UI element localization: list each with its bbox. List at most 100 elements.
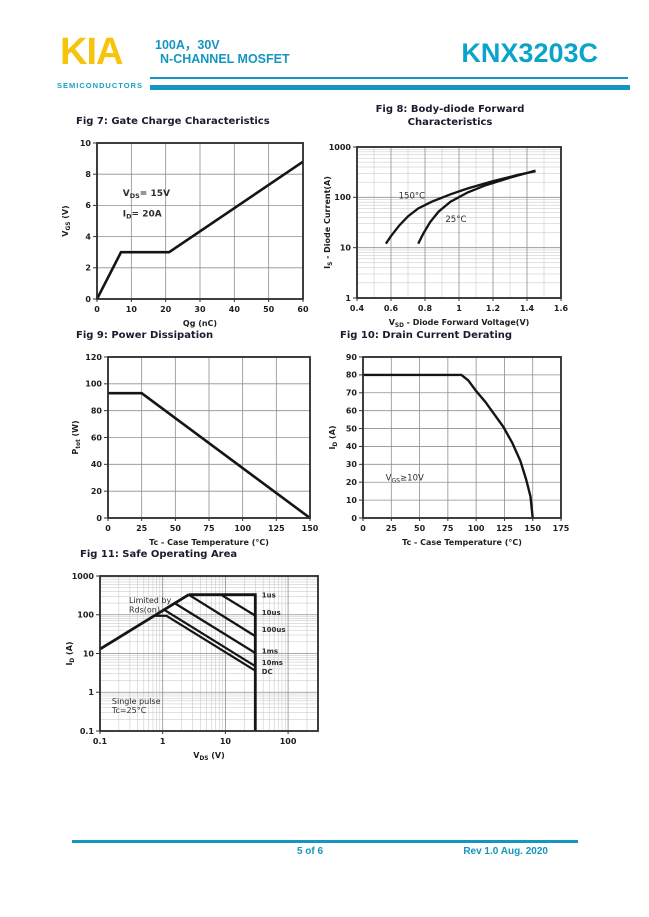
svg-text:50: 50 [263, 305, 275, 314]
svg-text:100: 100 [334, 193, 351, 202]
svg-text:Tc - Case Temperature (°C): Tc - Case Temperature (°C) [402, 538, 522, 547]
svg-text:Rds(on): Rds(on) [129, 605, 160, 614]
svg-text:30: 30 [194, 305, 206, 314]
svg-text:40: 40 [229, 305, 241, 314]
svg-text:0: 0 [85, 295, 91, 304]
svg-text:1.2: 1.2 [486, 304, 500, 313]
svg-text:100: 100 [234, 524, 251, 533]
svg-text:10: 10 [126, 305, 138, 314]
svg-text:20: 20 [160, 305, 172, 314]
svg-text:10: 10 [340, 243, 352, 252]
svg-text:VSD - Diode Forward Voltage(V): VSD - Diode Forward Voltage(V) [389, 318, 530, 329]
svg-text:50: 50 [170, 524, 182, 533]
svg-text:Tc - Case Temperature (°C): Tc - Case Temperature (°C) [149, 538, 269, 547]
svg-text:80: 80 [91, 406, 103, 415]
svg-text:25°C: 25°C [445, 215, 466, 225]
fig10-title: Fig 10: Drain Current Derating [340, 330, 513, 341]
svg-text:ID (A): ID (A) [328, 425, 339, 449]
svg-text:0: 0 [351, 514, 357, 523]
svg-text:10: 10 [346, 496, 358, 505]
svg-text:0: 0 [94, 305, 100, 314]
device-rating: 100A，30V [155, 38, 220, 52]
svg-text:40: 40 [91, 460, 103, 469]
svg-text:25: 25 [386, 524, 398, 533]
svg-text:90: 90 [346, 353, 358, 362]
fig10-chart: 0 25 50 75 100 125 150 175 0 10 20 30 40 50 60 70 80 90 Tc… [325, 346, 571, 563]
svg-text:100: 100 [85, 380, 102, 389]
fig7-chart: 0 10 20 30 40 50 60 0 2 4 6 8 10 Qg (nC) VGS (V) VDS= 1… [58, 132, 313, 342]
revision-label: Rev 1.0 Aug. 2020 [463, 846, 548, 857]
svg-text:Qg (nC): Qg (nC) [183, 319, 217, 328]
header-rule-thin [150, 77, 628, 79]
svg-text:60: 60 [297, 305, 309, 314]
svg-text:Single pulse: Single pulse [112, 697, 161, 706]
svg-text:1: 1 [345, 294, 351, 303]
svg-text:10ms: 10ms [262, 659, 283, 667]
fig11-title: Fig 11: Safe Operating Area [80, 549, 238, 560]
svg-text:DC: DC [262, 668, 273, 676]
kia-logo-subtext: SEMICONDUCTORS [57, 81, 143, 90]
svg-text:0.4: 0.4 [350, 304, 365, 313]
svg-text:ID (A): ID (A) [65, 641, 76, 665]
svg-text:1.4: 1.4 [520, 304, 535, 313]
svg-text:60: 60 [91, 433, 103, 442]
svg-text:100: 100 [77, 611, 94, 620]
svg-text:1000: 1000 [329, 143, 352, 152]
svg-text:VDS= 15V: VDS= 15V [123, 189, 170, 200]
svg-text:0: 0 [360, 524, 366, 533]
svg-text:10: 10 [80, 139, 92, 148]
header-rule-thick [150, 85, 630, 90]
svg-text:50: 50 [414, 524, 426, 533]
svg-text:20: 20 [346, 478, 358, 487]
svg-text:100us: 100us [262, 626, 286, 634]
fig8-chart: 0.4 0.6 0.8 1 1.2 1.4 1.6 1 10 100 1000 VSD - Diode… [320, 136, 571, 341]
svg-text:100: 100 [280, 737, 297, 746]
svg-text:50: 50 [346, 424, 358, 433]
svg-text:0.1: 0.1 [80, 727, 95, 736]
svg-text:ID= 20A: ID= 20A [123, 209, 162, 220]
svg-text:10us: 10us [262, 609, 281, 617]
fig9-chart: 0 25 50 75 100 125 150 0 20 40 60 80 100 120 Tc - Case… [68, 346, 320, 563]
svg-text:150°C: 150°C [399, 191, 425, 201]
fig7-title: Fig 7: Gate Charge Characteristics [76, 116, 270, 127]
svg-text:1000: 1000 [72, 572, 95, 581]
svg-text:10: 10 [83, 649, 95, 658]
svg-text:120: 120 [85, 353, 102, 362]
svg-text:0: 0 [105, 524, 111, 533]
svg-text:Ptot (W): Ptot (W) [71, 420, 82, 454]
svg-text:6: 6 [85, 201, 91, 210]
svg-text:150: 150 [302, 524, 319, 533]
svg-text:0.8: 0.8 [418, 304, 433, 313]
svg-text:25: 25 [136, 524, 148, 533]
svg-text:30: 30 [346, 460, 358, 469]
svg-text:100: 100 [468, 524, 485, 533]
svg-text:VGS (V): VGS (V) [61, 205, 72, 236]
svg-text:1: 1 [88, 688, 94, 697]
device-type: N-CHANNEL MOSFET [160, 52, 290, 66]
svg-text:10: 10 [220, 737, 232, 746]
svg-text:75: 75 [203, 524, 215, 533]
svg-text:8: 8 [85, 170, 91, 179]
fig8-title-line1: Fig 8: Body-diode Forward [375, 104, 525, 115]
svg-text:1: 1 [456, 304, 462, 313]
svg-text:Tc=25°C: Tc=25°C [111, 706, 147, 715]
svg-text:1us: 1us [262, 591, 276, 599]
svg-text:1: 1 [160, 737, 166, 746]
fig11-chart: 0.1 1 10 100 0.1 1 10 100 1000 VDS (V) ID (A) Limit… [62, 565, 328, 775]
footer-rule [72, 840, 578, 843]
part-number: KNX3203C [461, 38, 598, 68]
svg-text:0: 0 [96, 514, 102, 523]
svg-text:75: 75 [442, 524, 454, 533]
fig8-title: Fig 8: Body-diode Forward Characteristic… [330, 104, 570, 129]
fig9-title: Fig 9: Power Dissipation [76, 330, 214, 341]
svg-text:Limited by: Limited by [129, 596, 171, 605]
svg-text:150: 150 [524, 524, 541, 533]
svg-text:0.1: 0.1 [93, 737, 108, 746]
svg-text:VGS≥10V: VGS≥10V [386, 473, 424, 484]
svg-text:175: 175 [553, 524, 570, 533]
kia-logo: KIA [60, 31, 123, 73]
svg-text:1.6: 1.6 [554, 304, 569, 313]
svg-text:0.6: 0.6 [384, 304, 399, 313]
fig8-title-line2: Characteristics [407, 116, 493, 128]
